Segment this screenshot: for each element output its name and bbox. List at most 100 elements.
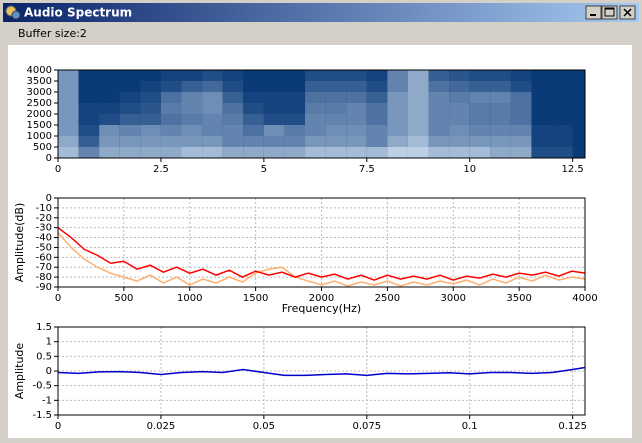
x-tick-label: 2500	[375, 293, 400, 304]
heatmap-cell	[325, 70, 347, 81]
heatmap-cell	[222, 70, 244, 81]
heatmap-cell	[263, 81, 285, 92]
heatmap-cell	[284, 70, 306, 81]
heatmap-cell	[119, 103, 141, 114]
heatmap-cell	[243, 147, 264, 158]
heatmap-cell	[140, 81, 161, 92]
heatmap-cell	[346, 136, 367, 147]
heatmap-cell	[346, 114, 367, 125]
maximize-button[interactable]	[601, 5, 618, 20]
heatmap-cell	[202, 147, 223, 158]
heatmap-cell	[325, 136, 347, 147]
x-tick-label: 1500	[243, 293, 268, 304]
heatmap-cell	[387, 136, 408, 147]
heatmap-cell	[366, 70, 388, 81]
heatmap-cell	[58, 147, 79, 158]
title-bar	[3, 3, 639, 22]
heatmap-cell	[531, 81, 553, 92]
heatmap-cell	[490, 114, 511, 125]
heatmap-cell	[428, 92, 450, 103]
heatmap-cell	[366, 147, 388, 158]
y-tick-label: -90	[36, 282, 52, 293]
heatmap-cell	[346, 70, 367, 81]
heatmap-cell	[99, 81, 120, 92]
heatmap-cell	[99, 136, 120, 147]
heatmap-cell	[243, 114, 264, 125]
heatmap-cell	[140, 114, 161, 125]
heatmap-cell	[160, 125, 182, 136]
heatmap-cell	[510, 103, 532, 114]
series-line	[57, 366, 586, 377]
heatmap-cell	[181, 147, 203, 158]
heatmap-cell	[366, 92, 388, 103]
heatmap-cell	[263, 70, 285, 81]
y-tick-label: 1500	[27, 120, 52, 131]
heatmap-cell	[305, 103, 326, 114]
heatmap-cell	[284, 147, 306, 158]
heatmap-cell	[531, 125, 553, 136]
heatmap-cell	[140, 70, 161, 81]
heatmap-cell	[469, 81, 491, 92]
heatmap-cell	[181, 114, 203, 125]
heatmap-cell	[202, 136, 223, 147]
x-tick-label: 10	[463, 164, 476, 175]
heatmap-cell	[490, 81, 511, 92]
heatmap-cell	[552, 147, 573, 158]
heatmap-cell	[263, 92, 285, 103]
heatmap-cell	[387, 92, 408, 103]
heatmap-cell	[428, 136, 450, 147]
heatmap-cell	[325, 81, 347, 92]
heatmap-cell	[140, 92, 161, 103]
heatmap-cell	[181, 81, 203, 92]
heatmap-cell	[222, 81, 244, 92]
y-tick-label: 0	[46, 366, 52, 377]
heatmap-cell	[222, 147, 244, 158]
heatmap-cell	[469, 70, 491, 81]
heatmap-cell	[160, 114, 182, 125]
y-tick-label: 0	[46, 153, 52, 164]
heatmap-cell	[58, 70, 79, 81]
heatmap-cell	[243, 81, 264, 92]
y-tick-label: -1	[42, 395, 52, 406]
heatmap-cell	[243, 103, 264, 114]
heatmap-cell	[305, 81, 326, 92]
x-tick-label: 0.05	[253, 421, 275, 432]
heatmap-cell	[222, 103, 244, 114]
y-tick-label: -30	[36, 223, 52, 234]
heatmap-cell	[284, 125, 306, 136]
y-tick-label: 3000	[27, 87, 52, 98]
heatmap-cell	[119, 114, 141, 125]
x-tick-label: 0.1	[462, 421, 478, 432]
heatmap-cell	[58, 81, 79, 92]
heatmap-cell	[284, 136, 306, 147]
heatmap-cell	[510, 136, 532, 147]
heatmap-cell	[387, 81, 408, 92]
close-button[interactable]	[619, 5, 636, 20]
x-tick-label: 500	[114, 293, 133, 304]
heatmap-cell	[305, 114, 326, 125]
heatmap-cell	[243, 136, 264, 147]
heatmap-cell	[552, 70, 573, 81]
heatmap-cell	[407, 114, 429, 125]
heatmap-cell	[531, 147, 553, 158]
heatmap-cell	[510, 81, 532, 92]
heatmap-cell	[407, 81, 429, 92]
heatmap-cell	[531, 136, 553, 147]
heatmap-cell	[160, 136, 182, 147]
heatmap-cell	[449, 114, 470, 125]
heatmap-cell	[99, 125, 120, 136]
heatmap-cell	[428, 147, 450, 158]
heatmap-cell	[160, 103, 182, 114]
heatmap-cell	[510, 70, 532, 81]
heatmap-cell	[58, 92, 79, 103]
series-line	[57, 232, 586, 287]
heatmap-cell	[510, 114, 532, 125]
x-tick-label: 1000	[177, 293, 202, 304]
heatmap-cell	[58, 114, 79, 125]
y-tick-label: -0.5	[32, 381, 52, 392]
y-tick-label: -10	[36, 203, 52, 214]
minimize-button[interactable]	[585, 5, 602, 20]
x-tick-label: 0	[55, 293, 61, 304]
heatmap-cell	[160, 147, 182, 158]
